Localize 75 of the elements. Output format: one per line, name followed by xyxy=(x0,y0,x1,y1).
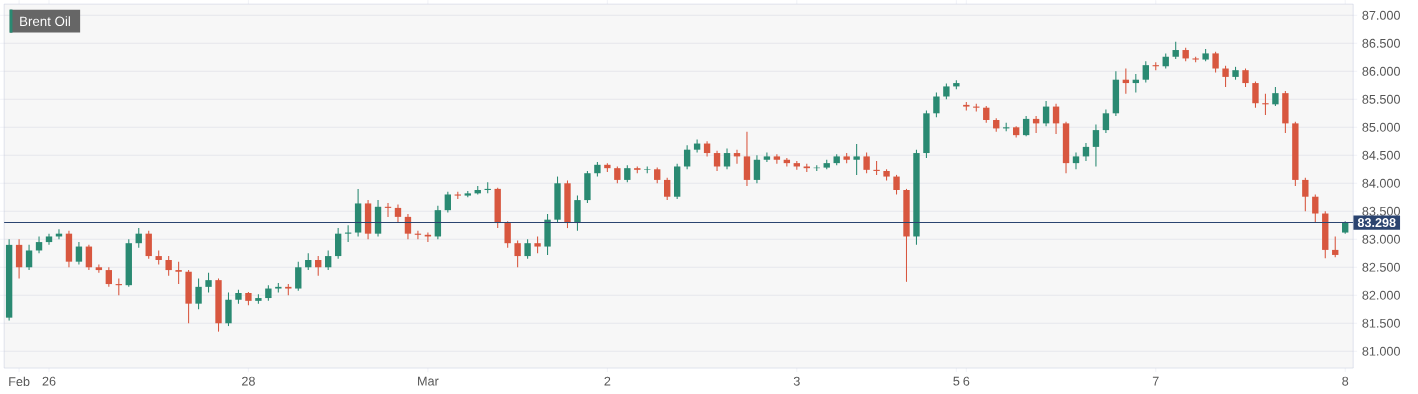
y-tick-label: 85.000 xyxy=(1362,122,1400,132)
x-tick-label: 26 xyxy=(42,376,56,386)
y-tick-label: 83.000 xyxy=(1362,234,1400,244)
candlestick xyxy=(863,151,870,174)
candlestick xyxy=(763,151,771,163)
candlestick xyxy=(195,277,202,310)
text: Brent Oil xyxy=(20,16,70,27)
candlestick xyxy=(933,92,940,118)
candlestick xyxy=(1072,151,1080,170)
x-tick-label: Mar xyxy=(418,376,439,386)
candlestick xyxy=(743,131,751,187)
candlestick xyxy=(853,143,860,176)
candlestick xyxy=(95,263,103,274)
candlestick xyxy=(893,174,900,196)
candlestick xyxy=(664,177,671,201)
candlestick xyxy=(315,255,322,277)
y-tick-label: 85.500 xyxy=(1362,94,1400,104)
candlestick xyxy=(1222,65,1229,88)
candlestick xyxy=(574,195,581,232)
y-tick-label: 84.500 xyxy=(1362,150,1400,160)
x-tick-label: 3 xyxy=(793,376,800,386)
y-tick-label: 84.000 xyxy=(1362,178,1400,188)
candlestick xyxy=(85,244,93,271)
candlestick xyxy=(175,261,182,285)
x-tick-label: 7 xyxy=(1152,376,1159,386)
x-tick-label: 5 xyxy=(953,376,960,386)
candlestick xyxy=(145,230,152,260)
candlestick xyxy=(773,153,781,165)
y-tick-label: 82.000 xyxy=(1362,290,1400,300)
candlestick xyxy=(205,272,212,293)
candlestick xyxy=(105,266,113,288)
y-tick-label: 83.500 xyxy=(1362,206,1400,216)
x-tick-label: 8 xyxy=(1342,376,1349,386)
y-tick-label: 87.000 xyxy=(1362,10,1400,20)
candlestick xyxy=(325,249,332,271)
candlestick xyxy=(75,241,83,266)
candlestick xyxy=(504,220,511,249)
y-tick-label: 82.500 xyxy=(1362,262,1400,272)
candlestick xyxy=(753,154,761,184)
candlestick xyxy=(444,191,452,213)
candlestick xyxy=(713,150,721,172)
x-tick-label: 28 xyxy=(242,376,255,386)
candlestick xyxy=(165,255,172,277)
candlestick xyxy=(683,144,691,170)
candlestick xyxy=(1302,177,1309,212)
candlestick xyxy=(1262,93,1269,116)
candlestick xyxy=(1042,100,1050,127)
y-tick-label: 81.000 xyxy=(1362,346,1400,356)
candlestick xyxy=(524,238,531,260)
x-tick-label: 6 xyxy=(963,376,970,386)
candlestick xyxy=(1212,51,1219,73)
candlestick xyxy=(1242,67,1249,88)
y-tick-label: 86.500 xyxy=(1362,38,1400,48)
x-tick-label: 2 xyxy=(604,376,611,386)
x-tick-label: Feb xyxy=(9,376,30,387)
candlestick xyxy=(1332,235,1339,258)
candlestick xyxy=(15,238,23,280)
candlestick xyxy=(1142,60,1149,84)
candlestick xyxy=(295,261,302,292)
candlestick xyxy=(1252,80,1259,109)
candlestick xyxy=(514,239,521,268)
candlestick xyxy=(1272,86,1279,107)
candlestick xyxy=(1022,115,1030,137)
candlestick xyxy=(25,244,33,271)
candlestick xyxy=(225,291,232,327)
candlestick xyxy=(723,148,731,170)
candlestick xyxy=(1102,108,1110,134)
candlestick xyxy=(404,213,412,240)
candlestick xyxy=(1312,193,1319,224)
candlestick xyxy=(334,227,342,260)
ref-line-label: 83.298 xyxy=(1357,218,1396,228)
candlestick xyxy=(1052,103,1060,135)
y-tick-label: 81.500 xyxy=(1362,318,1400,328)
candlestick xyxy=(1092,123,1100,168)
y-tick-label: 86.000 xyxy=(1362,66,1400,76)
